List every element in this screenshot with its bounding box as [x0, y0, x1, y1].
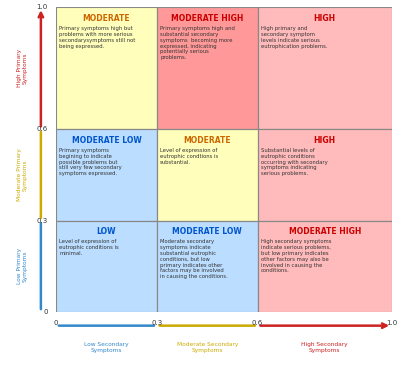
Text: MODERATE HIGH: MODERATE HIGH	[171, 14, 243, 23]
Text: 0: 0	[54, 320, 58, 326]
Bar	[258, 129, 392, 221]
Text: Primary symptoms high and
substantial secondary
symptoms  becoming more
expresse: Primary symptoms high and substantial se…	[160, 26, 235, 60]
Text: 0.6: 0.6	[36, 126, 48, 132]
Text: Primary symptoms high but
problems with more serious
secondarysymptoms still not: Primary symptoms high but problems with …	[59, 26, 136, 48]
Text: High secondary symptoms
indicate serious problems,
but low primary indicates
oth: High secondary symptoms indicate serious…	[261, 239, 332, 273]
Text: LOW: LOW	[97, 227, 116, 236]
Bar	[157, 7, 258, 129]
Text: MODERATE: MODERATE	[183, 136, 231, 145]
Text: MODERATE: MODERATE	[82, 14, 130, 23]
Text: 1.0: 1.0	[386, 320, 398, 326]
Bar	[56, 129, 157, 221]
Text: Moderate Secondary
Symptoms: Moderate Secondary Symptoms	[176, 342, 238, 353]
Bar	[56, 7, 157, 129]
Bar	[258, 7, 392, 129]
Text: High Secondary
Symptoms: High Secondary Symptoms	[302, 342, 348, 353]
Text: MODERATE LOW: MODERATE LOW	[172, 227, 242, 236]
Text: 0: 0	[43, 309, 48, 315]
Text: MODERATE LOW: MODERATE LOW	[72, 136, 141, 145]
Bar	[56, 221, 157, 312]
Text: Level of expression of
eutrophic condtions is
substantial.: Level of expression of eutrophic condtio…	[160, 148, 218, 165]
Text: Primary symptoms
begining to indicate
possible problems but
still very few secon: Primary symptoms begining to indicate po…	[59, 148, 122, 176]
Bar	[258, 221, 392, 312]
Text: 0.3: 0.3	[36, 218, 48, 224]
Text: Substantial levels of
eutrophic conditions
occurring with secondary
symptoms ind: Substantial levels of eutrophic conditio…	[261, 148, 328, 176]
Text: 0.6: 0.6	[252, 320, 263, 326]
Text: Level of expression of
eutrophic conditions is
minimal.: Level of expression of eutrophic conditi…	[59, 239, 119, 256]
Bar	[157, 129, 258, 221]
Text: Moderate secondary
symptoms indicate
substantial eutrophic
conditions, but low
p: Moderate secondary symptoms indicate sub…	[160, 239, 228, 279]
Text: HIGH: HIGH	[314, 136, 336, 145]
Text: Low Secondary
Symptoms: Low Secondary Symptoms	[84, 342, 129, 353]
Text: High primary and
secondary symptom
levels indicate serious
eutrophication proble: High primary and secondary symptom level…	[261, 26, 328, 48]
Text: Moderate Primary
Symptoms: Moderate Primary Symptoms	[17, 148, 28, 201]
Text: High Primary
Symptoms: High Primary Symptoms	[17, 49, 28, 87]
Text: HIGH: HIGH	[314, 14, 336, 23]
Text: 0.3: 0.3	[151, 320, 162, 326]
Text: 1.0: 1.0	[36, 4, 48, 10]
Text: Low Primary
Symptoms: Low Primary Symptoms	[17, 248, 28, 284]
Text: MODERATE HIGH: MODERATE HIGH	[289, 227, 361, 236]
Bar	[157, 221, 258, 312]
